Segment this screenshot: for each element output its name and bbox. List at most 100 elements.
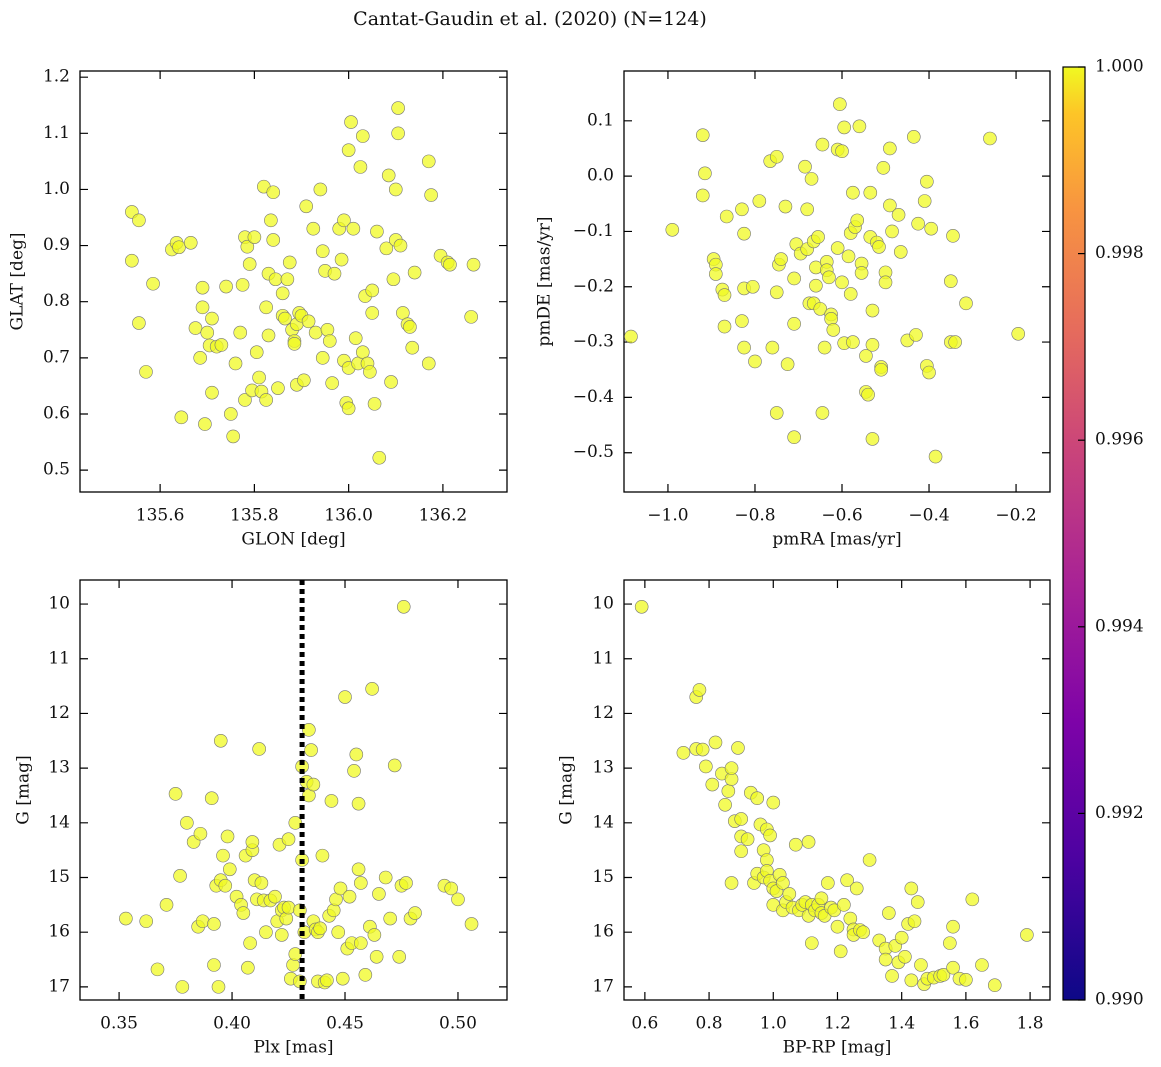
point xyxy=(315,351,330,365)
y-tick-label: 0.0 xyxy=(587,166,614,186)
point xyxy=(313,182,328,197)
point xyxy=(249,345,264,360)
point xyxy=(809,278,823,293)
plot-frame xyxy=(623,579,1051,1001)
point xyxy=(893,245,908,259)
x-tick-label: −0.6 xyxy=(821,506,862,526)
point xyxy=(695,188,710,203)
point xyxy=(254,876,269,890)
point xyxy=(718,797,732,812)
y-tick-label: 10 xyxy=(48,594,70,614)
colorbar-tick-label: 0.994 xyxy=(1095,616,1144,636)
point xyxy=(878,952,893,967)
point xyxy=(259,393,273,407)
point xyxy=(830,919,845,934)
point xyxy=(372,887,386,901)
y-tick-label: 14 xyxy=(592,812,614,832)
point xyxy=(195,280,210,295)
point xyxy=(815,406,830,420)
point xyxy=(1011,326,1026,341)
point xyxy=(765,340,780,355)
point xyxy=(168,787,183,801)
point xyxy=(769,406,784,420)
point xyxy=(261,328,276,343)
point xyxy=(699,759,713,774)
point xyxy=(388,182,403,197)
point xyxy=(865,432,880,446)
point xyxy=(220,829,235,844)
x-tick-label: 0.50 xyxy=(439,1014,477,1034)
point xyxy=(370,224,384,239)
point xyxy=(863,185,878,200)
x-tick-label: 136.0 xyxy=(324,506,373,526)
point xyxy=(883,141,897,156)
point xyxy=(346,221,361,236)
y-tick-label: 0.9 xyxy=(43,235,70,255)
point xyxy=(139,365,153,379)
y-axis-label: GLAT [deg] xyxy=(8,232,28,330)
point xyxy=(865,338,880,352)
point xyxy=(297,373,311,388)
point xyxy=(746,279,760,294)
x-tick-label: 1.2 xyxy=(824,1014,851,1034)
y-tick-label: 1.0 xyxy=(43,179,70,199)
point xyxy=(306,777,321,792)
x-tick-label: −0.8 xyxy=(734,506,775,526)
point xyxy=(324,794,339,808)
colorbar-tick-label: 0.992 xyxy=(1095,803,1144,823)
point xyxy=(904,881,919,896)
point xyxy=(882,906,896,920)
x-tick-label: 135.6 xyxy=(136,506,185,526)
point xyxy=(363,365,377,379)
y-tick-label: 0.5 xyxy=(43,460,70,480)
point xyxy=(278,311,292,326)
point xyxy=(266,185,281,200)
colorbar-tick-label: 1.000 xyxy=(1095,57,1144,77)
point xyxy=(337,213,351,228)
point xyxy=(946,960,960,975)
point xyxy=(928,449,943,464)
x-tick-label: 1.4 xyxy=(888,1014,915,1034)
point xyxy=(443,257,457,272)
point xyxy=(218,878,233,893)
point xyxy=(271,381,285,395)
point xyxy=(195,914,210,929)
point xyxy=(872,240,886,254)
point xyxy=(386,272,401,287)
point xyxy=(891,208,906,222)
point xyxy=(885,969,899,983)
colorbar xyxy=(1062,66,1086,1001)
point xyxy=(224,407,238,421)
point xyxy=(379,241,394,256)
x-tick-label: 135.8 xyxy=(230,506,279,526)
point xyxy=(281,900,296,915)
point xyxy=(238,393,252,407)
point xyxy=(205,385,219,400)
y-tick-label: 15 xyxy=(48,867,70,887)
point xyxy=(383,911,397,926)
point xyxy=(737,340,751,355)
point xyxy=(936,968,951,982)
x-axis-label: GLON [deg] xyxy=(241,530,345,550)
point xyxy=(835,144,849,159)
point xyxy=(367,928,382,942)
y-tick-label: 0.7 xyxy=(43,347,70,367)
point xyxy=(752,194,767,208)
point xyxy=(421,356,436,371)
point xyxy=(408,906,422,920)
point xyxy=(787,271,801,286)
x-axis-label: Plx [mas] xyxy=(253,1038,333,1058)
point xyxy=(421,154,436,169)
y-tick-label: 14 xyxy=(48,812,70,832)
y-tick-label: 10 xyxy=(592,594,614,614)
point xyxy=(207,958,221,972)
point xyxy=(833,97,847,111)
point xyxy=(841,249,856,264)
point xyxy=(922,365,936,380)
point xyxy=(315,244,330,258)
point xyxy=(859,349,873,363)
point xyxy=(769,149,784,164)
point xyxy=(698,166,712,181)
point xyxy=(782,887,797,901)
point xyxy=(391,101,405,115)
